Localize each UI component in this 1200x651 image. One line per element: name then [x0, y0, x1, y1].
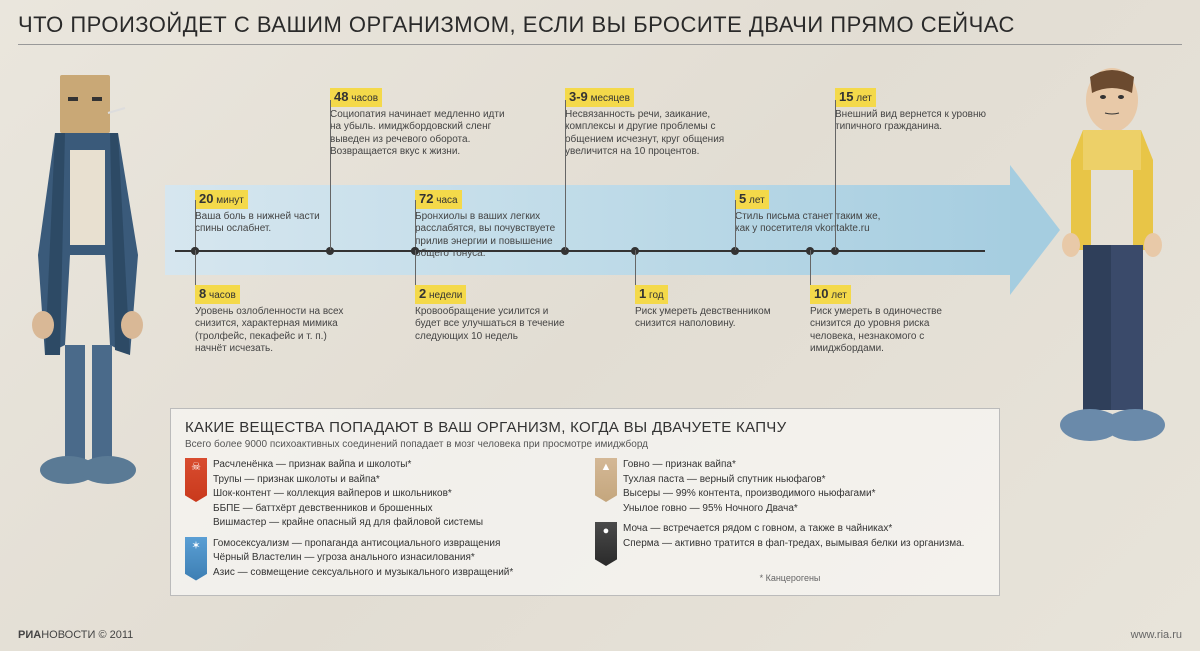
milestone: 1 годРиск умереть девственником снизится…	[635, 285, 790, 331]
person-before	[10, 75, 165, 490]
milestone: 2 неделиКровообращение усилится и будет …	[415, 285, 570, 343]
hazard-icon: ▲	[595, 458, 617, 502]
milestone: 72 часаБронхиолы в ваших легких расслабя…	[415, 190, 565, 261]
substances-box: КАКИЕ ВЕЩЕСТВА ПОПАДАЮТ В ВАШ ОРГАНИЗМ, …	[170, 408, 1000, 596]
milestone: 15 летВнешний вид вернется к уровню типи…	[835, 88, 1010, 134]
main-title: ЧТО ПРОИЗОЙДЕТ С ВАШИМ ОРГАНИЗМОМ, ЕСЛИ …	[18, 12, 1182, 45]
milestone: 48 часовСоциопатия начинает медленно идт…	[330, 88, 505, 159]
footer-credit: РИАНОВОСТИ © 2011	[18, 629, 133, 641]
box-column-2: ▲Говно — признак вайпа*Тухлая паста — ве…	[595, 458, 985, 587]
milestone: 20 минутВаша боль в нижней части спины о…	[195, 190, 345, 236]
milestone: 3-9 месяцевНесвязанность речи, заикание,…	[565, 88, 740, 159]
box-subtitle: Всего более 9000 психоактивных соединени…	[185, 439, 985, 450]
hazard-icon: ✶	[185, 537, 207, 581]
hazard-icon: ☠	[185, 458, 207, 502]
milestone: 10 летРиск умереть в одиночестве снизитс…	[810, 285, 965, 356]
timeline-axis	[175, 250, 985, 252]
box-title: КАКИЕ ВЕЩЕСТВА ПОПАДАЮТ В ВАШ ОРГАНИЗМ, …	[185, 419, 985, 436]
milestone: 5 летСтиль письма станет таким же, как у…	[735, 190, 885, 236]
milestone: 8 часовУровень озлобленности на всех сни…	[195, 285, 350, 356]
box-column-1: ☠Расчленёнка — признак вайпа и школоты*Т…	[185, 458, 575, 587]
footnote: * Канцерогены	[595, 572, 985, 585]
footer-url: www.ria.ru	[1131, 629, 1182, 641]
hazard-icon: ●	[595, 522, 617, 566]
